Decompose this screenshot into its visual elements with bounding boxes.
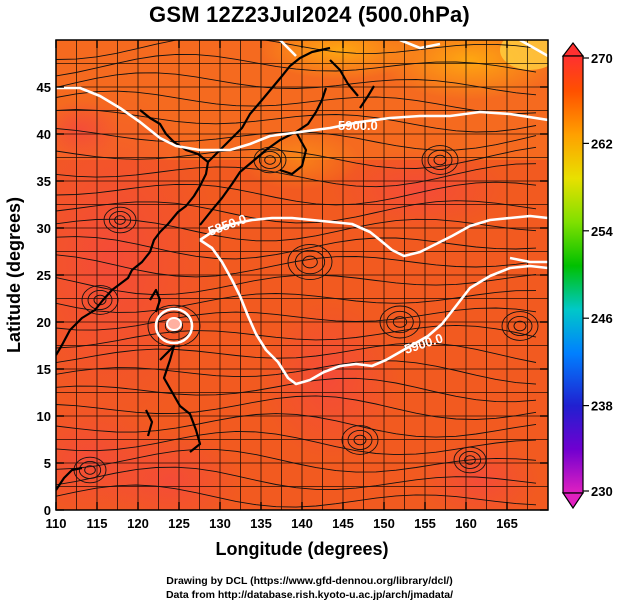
grid-lines — [56, 40, 548, 510]
streamline — [56, 72, 537, 96]
streamline-eddy — [108, 211, 132, 229]
temperature-field: 5900.0 5850.0 5900.0 — [56, 40, 548, 510]
streamline-eddy — [427, 149, 453, 171]
streamline — [56, 200, 537, 224]
x-axis: 110 115 120 125 130 135 140 145 150 155 160 165 — [46, 40, 518, 531]
y-tick-label: 40 — [37, 127, 51, 142]
streamline — [56, 236, 537, 260]
streamline — [56, 218, 537, 242]
colorbar-max-arrow — [561, 42, 585, 57]
y-tick-label: 20 — [37, 315, 51, 330]
streamline-eddy — [258, 151, 282, 169]
colorbar-tick-label: 270 — [591, 51, 613, 66]
streamline — [56, 274, 537, 296]
streamline — [56, 290, 537, 313]
streamline — [56, 90, 537, 115]
streamline — [56, 146, 537, 169]
streamline-eddy — [294, 249, 326, 275]
y-axis-title: Latitude (degrees) — [4, 197, 24, 353]
streamline-eddy — [84, 465, 96, 475]
streamline — [56, 254, 537, 278]
streamline — [56, 484, 537, 508]
streamline — [56, 181, 537, 206]
x-axis-title: Longitude (degrees) — [215, 539, 388, 559]
y-tick-label: 5 — [44, 456, 51, 471]
y-tick-label: 15 — [37, 362, 51, 377]
x-tick-label: 145 — [332, 516, 354, 531]
x-tick-label: 120 — [127, 516, 149, 531]
streamline-eddy — [453, 446, 487, 474]
y-tick-label: 0 — [44, 503, 51, 518]
colorbar-tick-label: 230 — [591, 484, 613, 499]
streamline — [56, 109, 537, 133]
streamline-eddy — [464, 455, 476, 465]
y-axis: 0 5 10 15 20 25 30 35 40 45 — [37, 80, 548, 518]
x-tick-label: 135 — [250, 516, 272, 531]
x-tick-label: 140 — [291, 516, 313, 531]
streamline-eddy — [347, 429, 373, 451]
colorbar-tick-label: 246 — [591, 311, 613, 326]
streamline-eddy — [264, 155, 276, 165]
streamline — [56, 342, 537, 364]
streamline-eddy — [386, 310, 414, 334]
streamline-eddy — [103, 206, 137, 234]
streamline-eddy — [287, 243, 333, 281]
y-tick-label: 30 — [37, 221, 51, 236]
streamline-eddy — [341, 425, 379, 455]
x-tick-label: 115 — [87, 516, 108, 531]
streamline-eddy — [379, 305, 421, 339]
x-tick-label: 160 — [455, 516, 477, 531]
streamlines — [56, 40, 539, 508]
colorbar-tick-label: 262 — [591, 136, 613, 151]
colorbar-bar — [562, 55, 584, 494]
colorbar-tick-label: 254 — [591, 224, 613, 239]
x-tick-label: 125 — [168, 516, 190, 531]
streamline — [56, 377, 537, 403]
streamline — [56, 466, 537, 490]
streamline-eddy — [501, 311, 539, 341]
page-title: GSM 12Z23Jul2024 (500.0hPa) — [149, 2, 470, 27]
x-tick-label: 155 — [414, 516, 436, 531]
x-tick-label: 150 — [373, 516, 395, 531]
streamline — [56, 430, 537, 456]
x-tick-label: 110 — [46, 516, 67, 531]
streamline-eddy — [81, 285, 119, 315]
streamline-eddy — [78, 461, 102, 479]
streamline — [56, 53, 537, 77]
colorbar-min-arrow — [561, 492, 585, 510]
x-tick-label: 165 — [496, 516, 518, 531]
colorbar-tick-label: 238 — [591, 399, 613, 414]
x-tick-label: 130 — [209, 516, 231, 531]
streamline-eddy — [353, 434, 367, 446]
y-tick-label: 45 — [37, 80, 51, 95]
streamline-eddy — [458, 451, 482, 469]
credit-drawing: Drawing by DCL (https://www.gfd-dennou.o… — [166, 575, 453, 587]
y-tick-label: 25 — [37, 268, 51, 283]
streamline — [56, 448, 537, 473]
coastlines — [56, 46, 375, 491]
streamline-eddy — [507, 315, 533, 337]
y-tick-label: 35 — [37, 174, 51, 189]
streamline — [56, 395, 537, 420]
streamline — [56, 40, 537, 60]
credit-data: Data from http://database.rish.kyoto-u.a… — [165, 589, 454, 601]
streamline — [56, 413, 537, 438]
streamline-eddy — [392, 316, 408, 328]
streamline-eddy — [513, 320, 527, 332]
streamline-eddy — [114, 215, 126, 225]
colorbar: 270 262 254 246 238 230 — [561, 42, 613, 510]
streamline — [56, 324, 537, 349]
streamline-eddy — [433, 154, 447, 166]
streamline-eddy — [87, 289, 113, 311]
streamline — [56, 163, 537, 188]
y-tick-label: 10 — [37, 409, 51, 424]
contour-label: 5900.0 — [338, 118, 378, 133]
height-contours — [56, 40, 548, 386]
streamline-eddy — [421, 145, 459, 175]
streamline-eddy — [302, 255, 318, 269]
